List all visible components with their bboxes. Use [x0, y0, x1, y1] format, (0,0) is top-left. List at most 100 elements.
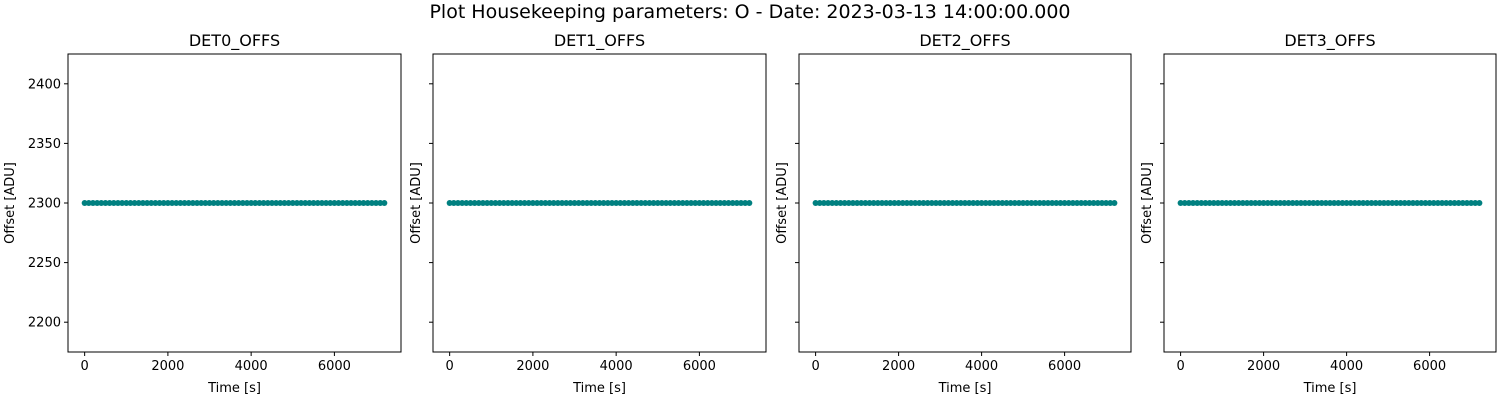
data-point: [1198, 200, 1205, 206]
data-point: [1024, 200, 1031, 206]
data-point: [1310, 200, 1317, 206]
data-point: [194, 200, 201, 206]
data-point: [210, 200, 217, 206]
data-point: [717, 200, 724, 206]
data-point: [521, 200, 528, 206]
data-point: [298, 200, 305, 206]
data-point: [937, 200, 944, 206]
data-point: [1439, 200, 1446, 206]
data-point: [837, 200, 844, 206]
data-point: [608, 200, 615, 206]
data-point: [1322, 200, 1329, 206]
data-point: [613, 200, 620, 206]
figure-title: Plot Housekeeping parameters: O - Date: …: [429, 1, 1071, 23]
data-point: [181, 200, 188, 206]
data-point: [114, 200, 121, 206]
data-point: [908, 200, 915, 206]
data-point: [742, 200, 749, 206]
y-axis-label: Offset [ADU]: [409, 162, 424, 244]
data-point: [1069, 200, 1076, 206]
data-point: [1003, 200, 1010, 206]
data-point: [866, 200, 873, 206]
data-point: [156, 200, 163, 206]
data-point: [1447, 200, 1454, 206]
data-point: [663, 200, 670, 206]
data-point: [671, 200, 678, 206]
data-point: [339, 200, 346, 206]
data-point: [1351, 200, 1358, 206]
data-point: [704, 200, 711, 206]
data-point: [1181, 200, 1188, 206]
data-point: [1190, 200, 1197, 206]
data-point: [243, 200, 250, 206]
data-point: [650, 200, 657, 206]
data-point: [1397, 200, 1404, 206]
data-point: [579, 200, 586, 206]
data-point: [733, 200, 740, 206]
data-point: [1414, 200, 1421, 206]
data-point: [862, 200, 869, 206]
data-point: [106, 200, 113, 206]
data-point: [135, 200, 142, 206]
data-point: [1040, 200, 1047, 206]
data-point: [268, 200, 275, 206]
data-point: [638, 200, 645, 206]
data-point: [110, 200, 117, 206]
data-point: [721, 200, 728, 206]
subplot-3: 0 2000 4000 6000 DET3_OFFS Time [s] Offset [AD…: [1140, 31, 1497, 396]
data-point: [513, 200, 520, 206]
data-point: [1297, 200, 1304, 206]
subplot-title: DET0_OFFS: [189, 31, 280, 51]
data-point: [999, 200, 1006, 206]
x-tick-label: 6000: [683, 359, 716, 374]
data-point: [816, 200, 823, 206]
x-tick-label: 0: [1176, 359, 1184, 374]
data-point: [646, 200, 653, 206]
data-point: [725, 200, 732, 206]
data-point: [119, 200, 126, 206]
data-point: [1086, 200, 1093, 206]
data-point: [1318, 200, 1325, 206]
x-tick-label: 2000: [151, 359, 184, 374]
data-point: [1028, 200, 1035, 206]
data-point: [746, 200, 753, 206]
data-point: [596, 200, 603, 206]
data-point: [169, 200, 176, 206]
data-point: [1227, 200, 1234, 206]
data-point: [1219, 200, 1226, 206]
data-point: [1065, 200, 1072, 206]
data-point: [1335, 200, 1342, 206]
data-point: [368, 200, 375, 206]
data-point: [584, 200, 591, 206]
data-point: [1430, 200, 1437, 206]
data-point: [314, 200, 321, 206]
data-point: [887, 200, 894, 206]
data-point: [713, 200, 720, 206]
data-point: [1185, 200, 1192, 206]
data-point: [127, 200, 134, 206]
data-point: [1343, 200, 1350, 206]
data-point: [895, 200, 902, 206]
data-point: [1107, 200, 1114, 206]
data-point: [525, 200, 532, 206]
data-point: [1032, 200, 1039, 206]
data-point: [1264, 200, 1271, 206]
data-point: [475, 200, 482, 206]
x-tick-label: 0: [81, 359, 89, 374]
data-point: [870, 200, 877, 206]
data-point: [1214, 200, 1221, 206]
data-point: [1045, 200, 1051, 206]
data-point: [1434, 200, 1441, 206]
data-point: [949, 200, 956, 206]
data-point: [1061, 200, 1068, 206]
data-point: [982, 200, 989, 206]
y-tick-label: 2400: [28, 77, 61, 92]
data-point: [1372, 200, 1379, 206]
data-point: [1074, 200, 1081, 206]
data-point: [1302, 200, 1309, 206]
data-point: [1426, 200, 1433, 206]
data-point: [1385, 200, 1392, 206]
data-point: [675, 200, 682, 206]
x-tick-label: 4000: [600, 359, 633, 374]
x-tick-label: 2000: [516, 359, 549, 374]
